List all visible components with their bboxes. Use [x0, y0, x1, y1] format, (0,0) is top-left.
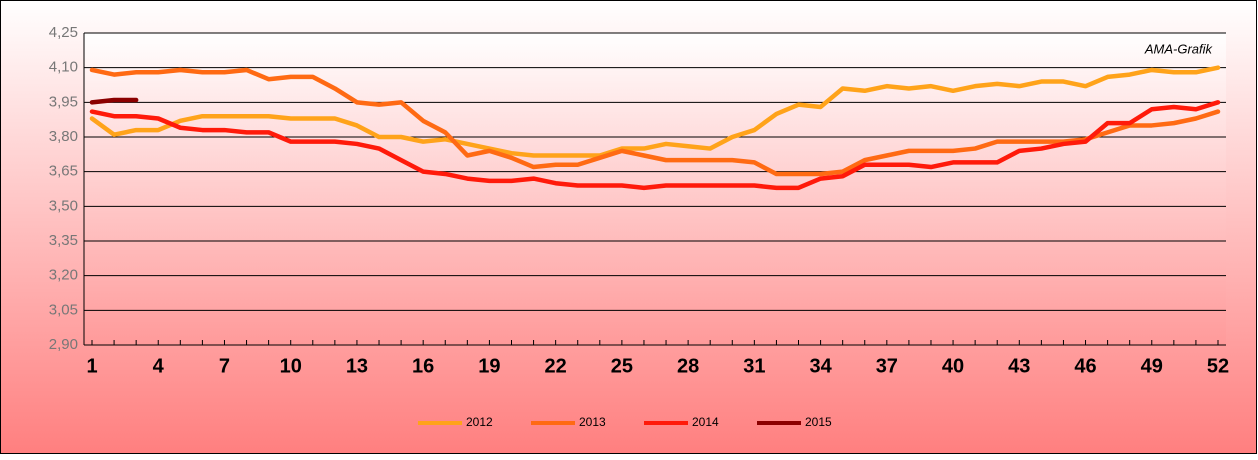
legend-label: 2013: [579, 415, 606, 429]
x-tick-label: 19: [478, 355, 500, 377]
y-tick-label: 3,35: [49, 232, 78, 249]
x-tick-label: 1: [86, 355, 97, 377]
x-tick-label: 22: [545, 355, 567, 377]
x-tick-label: 40: [942, 355, 964, 377]
series-line: [89, 67, 1221, 177]
legend-label: 2014: [692, 415, 719, 429]
x-tick-label: 49: [1141, 355, 1163, 377]
x-tick-label: 7: [219, 355, 230, 377]
x-tick-label: 43: [1008, 355, 1030, 377]
x-tick-label: 16: [412, 355, 434, 377]
series-line: [89, 100, 1221, 191]
y-tick-label: 4,25: [49, 24, 78, 41]
x-tick-label: 13: [346, 355, 368, 377]
y-tick-label: 3,05: [49, 301, 78, 318]
x-tick-label: 4: [153, 355, 165, 377]
x-tick-label: 46: [1074, 355, 1096, 377]
y-tick-label: 3,95: [49, 93, 78, 110]
y-tick-label: 3,65: [49, 163, 78, 180]
x-tick-label: 31: [743, 355, 765, 377]
series-line: [89, 65, 1221, 158]
y-tick-label: 4,10: [49, 59, 78, 76]
x-tick-label: 10: [280, 355, 302, 377]
y-tick-label: 3,50: [49, 197, 78, 214]
x-tick-label: 37: [876, 355, 898, 377]
x-tick-label: 52: [1207, 355, 1229, 377]
x-tick-label: 34: [809, 355, 832, 377]
y-tick-label: 3,20: [49, 267, 78, 284]
x-tick-label: 25: [611, 355, 633, 377]
y-tick-label: 2,90: [49, 336, 78, 353]
legend-label: 2015: [805, 415, 832, 429]
y-tick-label: 3,80: [49, 128, 78, 145]
x-tick-label: 28: [677, 355, 699, 377]
legend-label: 2012: [466, 415, 493, 429]
series-line: [89, 97, 139, 105]
annotation: AMA-Grafik: [1144, 41, 1214, 56]
